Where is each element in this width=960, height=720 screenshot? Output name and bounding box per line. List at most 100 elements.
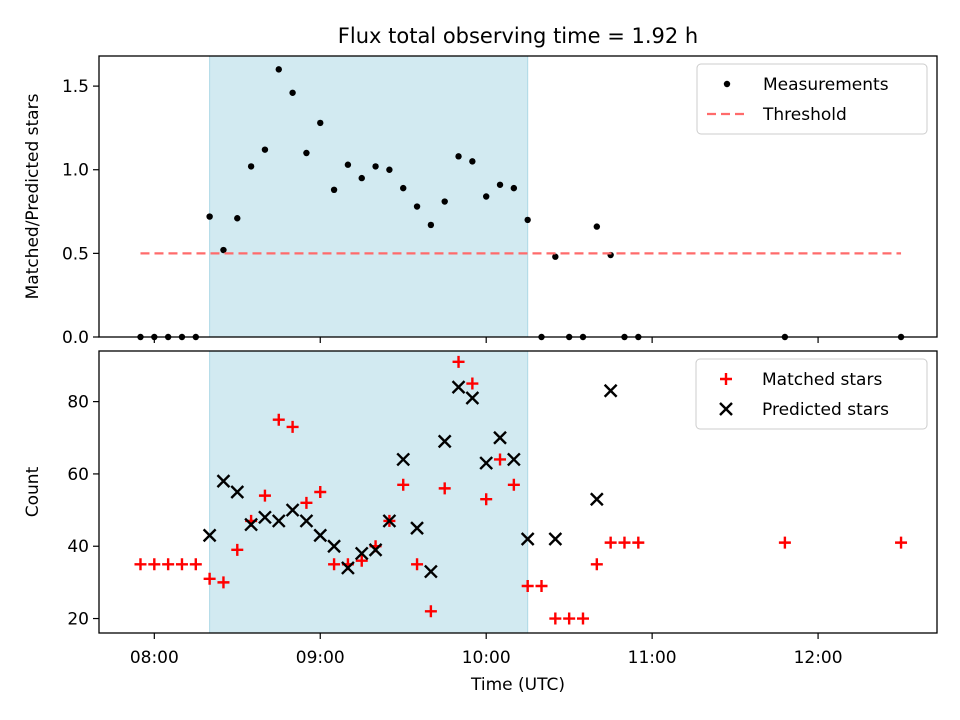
- legend-box: [696, 63, 928, 135]
- matched-star-point: [480, 493, 493, 506]
- measurement-point: [317, 119, 324, 127]
- matched-star-point: [272, 413, 285, 426]
- matched-star-point: [535, 580, 548, 592]
- predicted-star-point: [479, 456, 494, 470]
- predicted-star-point: [285, 503, 300, 517]
- chart-title: Flux total observing time = 1.92 h: [338, 24, 698, 48]
- matched-star-point: [397, 478, 410, 491]
- matched-star-point: [438, 482, 451, 495]
- legend-box: [695, 358, 928, 430]
- y-axis-label: Matched/Predicted stars: [23, 93, 43, 299]
- matched-star-point: [134, 558, 147, 571]
- predicted-star-point: [341, 561, 355, 575]
- y-tick-label: 40: [67, 537, 89, 557]
- predicted-star-point: [216, 474, 231, 489]
- legend-label: Measurements: [763, 75, 889, 95]
- matched-star-point: [217, 576, 230, 589]
- measurement-point: [289, 89, 296, 96]
- predicted-star-point: [327, 539, 341, 554]
- x-tick-label: 10:00: [462, 648, 511, 668]
- matched-star-point: [618, 536, 631, 549]
- measurement-point: [469, 158, 476, 165]
- measurement-point: [552, 253, 559, 260]
- matched-star-point: [590, 558, 603, 571]
- matched-star-point: [521, 580, 534, 592]
- measurement-point: [455, 153, 462, 160]
- measurement-point: [400, 184, 407, 192]
- measurement-point: [206, 213, 213, 220]
- predicted-star-point: [202, 528, 217, 543]
- matched-star-point: [494, 453, 507, 466]
- x-axis-label: Time (UTC): [470, 675, 565, 695]
- legend-swatch-measurements: [723, 80, 731, 88]
- predicted-star-point: [589, 492, 604, 507]
- measurement-point: [413, 203, 421, 210]
- measurement-point: [372, 163, 379, 170]
- matched-star-point: [604, 536, 617, 549]
- matched-star-point: [424, 605, 437, 618]
- measurement-point: [386, 166, 393, 173]
- matched-star-point: [632, 536, 645, 549]
- matched-star-point: [355, 554, 368, 567]
- predicted-star-point: [244, 517, 258, 532]
- measurement-point: [510, 184, 518, 192]
- predicted-star-point: [507, 452, 521, 467]
- measurement-point: [330, 186, 338, 194]
- y-tick-label: 60: [67, 465, 89, 485]
- matched-star-point: [258, 489, 271, 502]
- axes-frame: [98, 350, 938, 634]
- predicted-star-point: [437, 434, 452, 449]
- matched-star-point: [286, 420, 299, 433]
- predicted-star-point: [396, 452, 411, 467]
- measurement-point: [261, 146, 269, 153]
- y-tick-label: 1.0: [62, 161, 89, 181]
- x-tick-label: 09:00: [296, 648, 345, 668]
- matched-star-point: [300, 496, 313, 509]
- legend-swatch-matched: [720, 373, 732, 385]
- y-tick-label: 80: [67, 393, 89, 413]
- predicted-star-point: [493, 430, 507, 445]
- y-tick-label: 0.5: [62, 244, 89, 264]
- predicted-star-point: [354, 546, 369, 561]
- predicted-star-point: [230, 485, 245, 499]
- y-tick-label: 0.0: [62, 328, 89, 348]
- predicted-star-point: [299, 514, 314, 528]
- predicted-star-point: [258, 510, 272, 525]
- matched-star-point: [314, 486, 327, 498]
- predicted-star-point: [271, 514, 286, 528]
- observing-window-shade: [209, 55, 529, 338]
- measurement-point: [441, 198, 448, 205]
- matched-star-point: [203, 572, 216, 585]
- measurement-point: [496, 181, 504, 188]
- matched-star-point: [162, 558, 175, 571]
- predicted-star-point: [520, 532, 535, 546]
- matched-star-point: [328, 558, 341, 571]
- matched-star-point: [148, 558, 161, 571]
- y-axis-label: Count: [23, 466, 43, 517]
- measurement-point: [303, 149, 310, 157]
- matched-star-point: [778, 536, 791, 549]
- axes-frame: [98, 55, 938, 338]
- measurement-point: [344, 161, 352, 168]
- matched-star-point: [549, 612, 562, 625]
- predicted-star-point: [382, 514, 397, 528]
- matched-star-point: [563, 612, 576, 625]
- observing-window-shade: [209, 350, 529, 634]
- matched-star-point: [466, 377, 479, 390]
- matched-star-point: [507, 478, 520, 491]
- y-tick-label: 1.5: [62, 77, 89, 97]
- matched-star-point: [231, 543, 244, 556]
- predicted-star-point: [603, 383, 618, 398]
- y-tick-label: 20: [67, 610, 89, 630]
- measurement-point: [482, 193, 490, 200]
- legend-label: Predicted stars: [762, 400, 889, 420]
- measurement-point: [593, 223, 601, 230]
- measurement-point: [524, 216, 531, 224]
- measurement-point: [275, 66, 282, 73]
- matched-star-point: [895, 536, 908, 549]
- measurement-point: [247, 163, 255, 170]
- x-tick-label: 11:00: [628, 648, 677, 668]
- x-tick-label: 08:00: [130, 648, 179, 668]
- measurement-point: [220, 246, 227, 254]
